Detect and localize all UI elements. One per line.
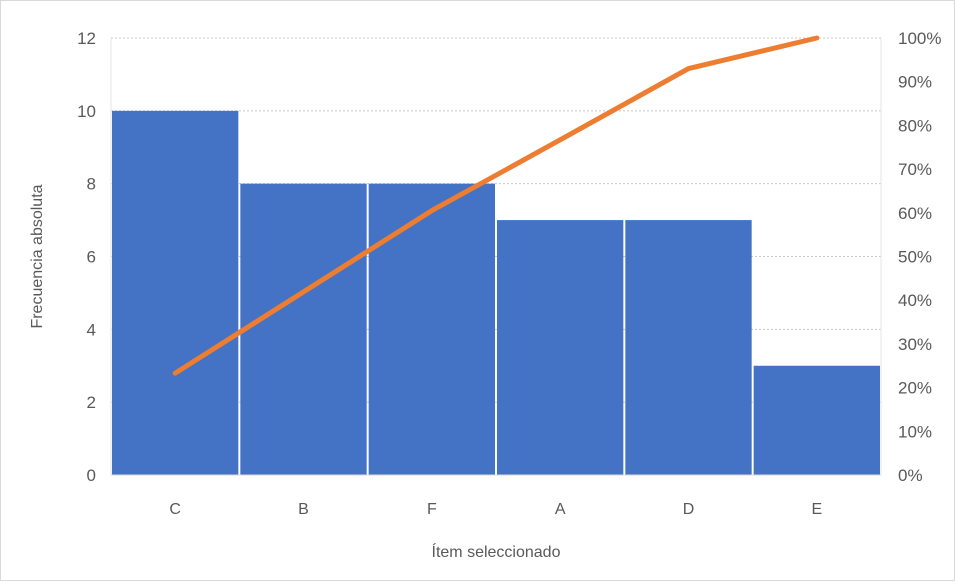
bar-F	[368, 183, 495, 475]
bar-D	[625, 220, 752, 475]
y2-tick-label: 70%	[898, 160, 932, 179]
y-tick-label: 12	[77, 29, 96, 48]
y-tick-label: 8	[87, 175, 96, 194]
y-tick-label: 2	[87, 393, 96, 412]
cumulative-line-layer	[172, 35, 820, 376]
x-tick-label: B	[298, 501, 309, 518]
bar-C	[112, 110, 239, 475]
y2-tick-label: 60%	[898, 204, 932, 223]
y2-tick-label: 80%	[898, 116, 932, 135]
y2-tick-label: 50%	[898, 248, 932, 267]
x-tick-label: D	[683, 501, 695, 518]
y-axis-ticks: 0 2 4 6 8 10 12	[77, 29, 96, 485]
y2-tick-label: 40%	[898, 291, 932, 310]
y2-tick-label: 10%	[898, 422, 932, 441]
y2-axis-ticks: 0% 10% 20% 30% 40% 50% 60% 70% 80% 90% 100%	[898, 29, 941, 485]
x-axis-title: Ítem seleccionado	[432, 542, 561, 561]
y2-tick-label: 20%	[898, 379, 932, 398]
bar-E	[753, 365, 880, 475]
gridlines	[110, 37, 882, 475]
y2-tick-label: 0%	[898, 466, 923, 485]
y2-tick-label: 30%	[898, 335, 932, 354]
y-tick-label: 10	[77, 102, 96, 121]
x-tick-label: E	[811, 501, 822, 518]
y-axis-title: Frecuencia absoluta	[29, 184, 46, 328]
cumulative-line	[172, 35, 820, 376]
bar-B	[240, 183, 367, 475]
y2-tick-label: 90%	[898, 73, 932, 92]
y2-tick-label: 100%	[898, 29, 941, 48]
y-tick-label: 6	[87, 248, 96, 267]
x-tick-label: A	[555, 501, 566, 518]
bar-A	[497, 220, 624, 475]
x-tick-label: F	[427, 501, 437, 518]
y-tick-label: 4	[87, 320, 96, 339]
x-tick-label: C	[169, 501, 181, 518]
bars	[112, 110, 880, 475]
y-tick-label: 0	[87, 466, 96, 485]
